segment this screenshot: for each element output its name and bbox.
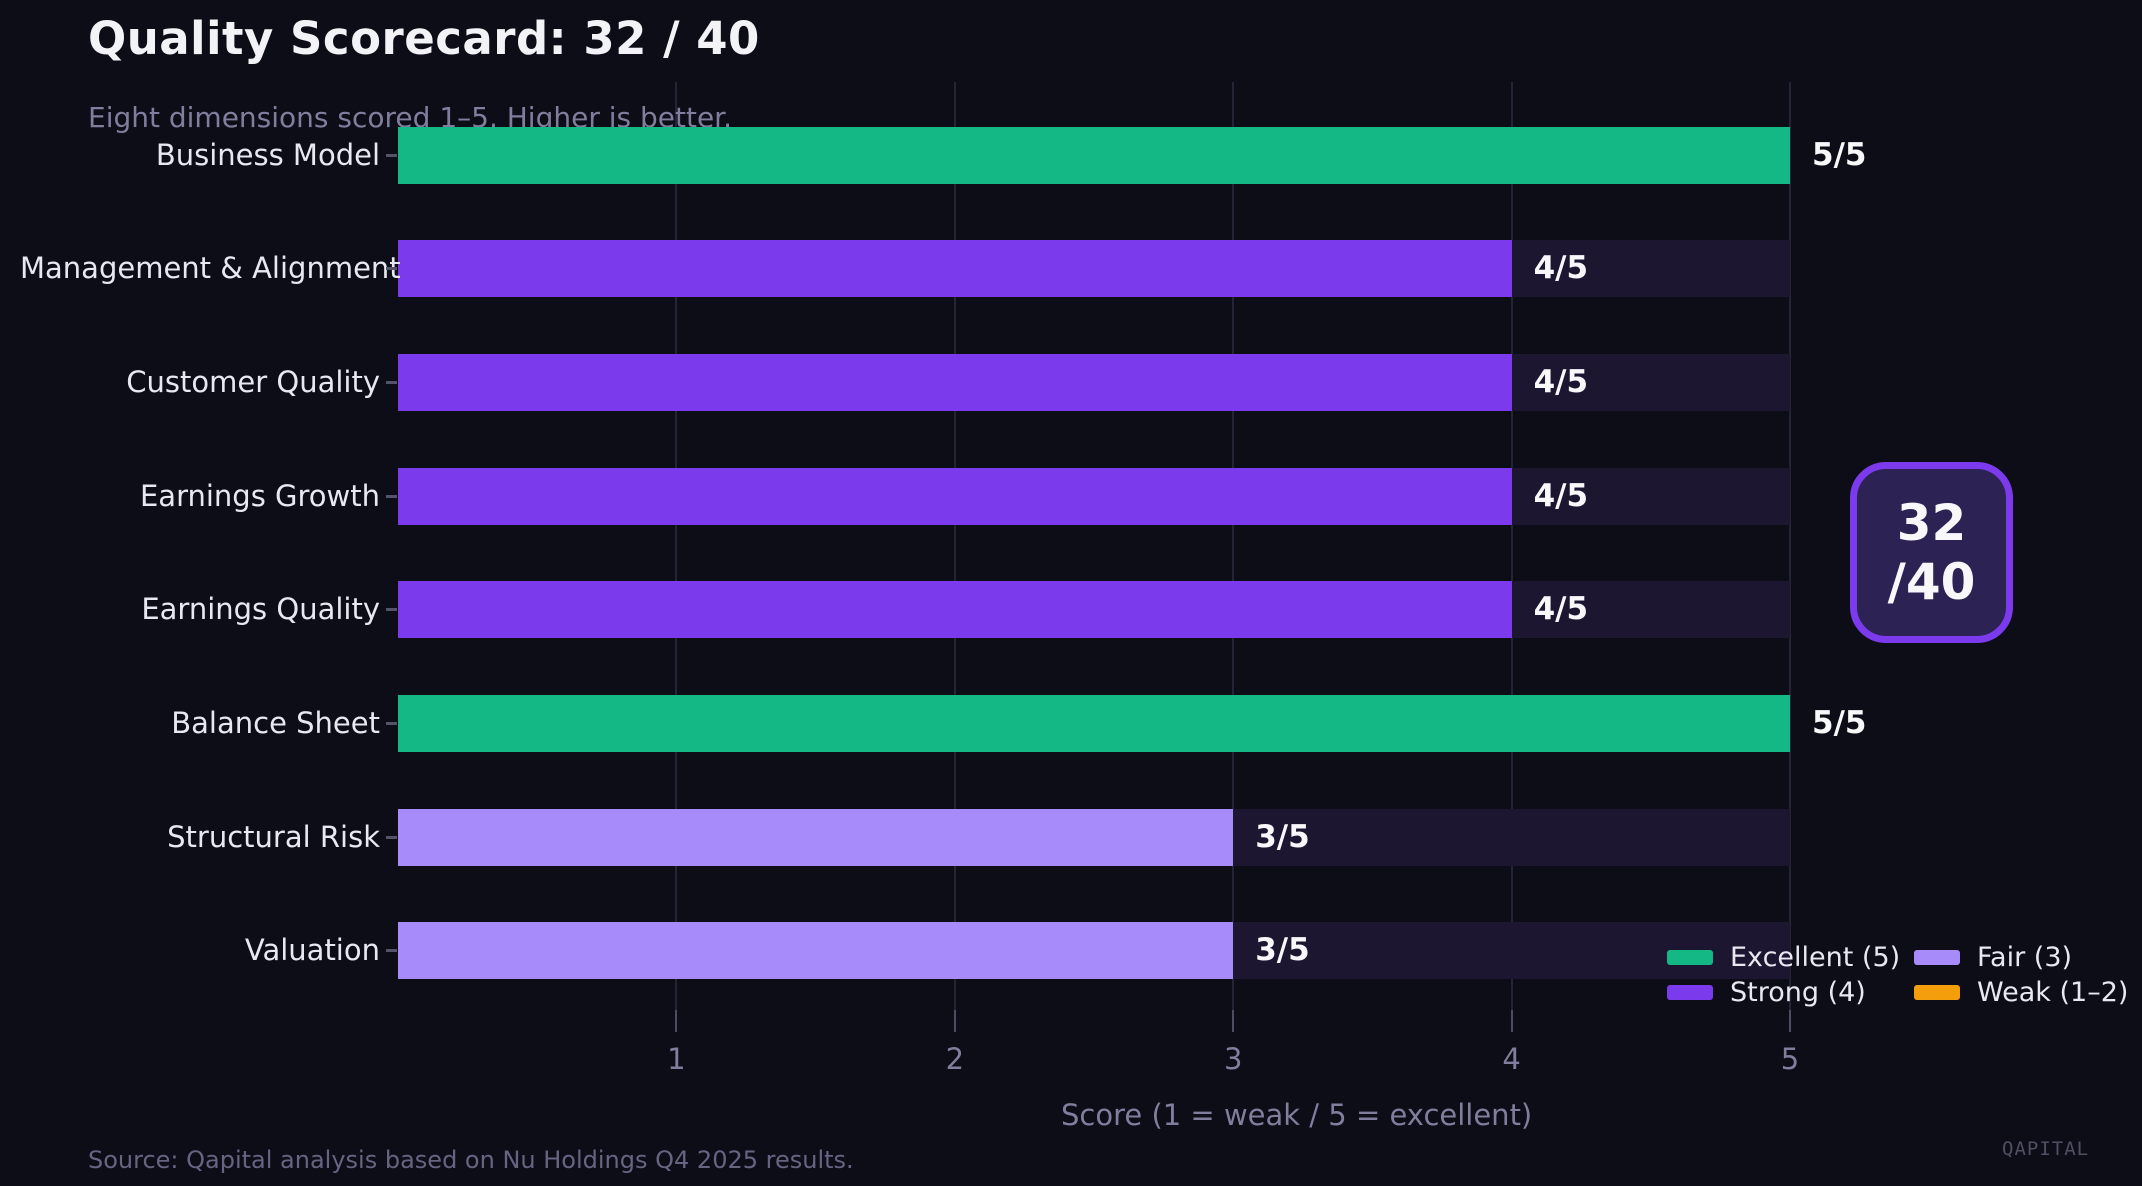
gridline-5 [1789, 82, 1791, 1010]
gridline-4 [1510, 82, 1513, 1010]
badge-score: 32 [1896, 493, 1967, 552]
bar-value-label: 4/5 [1533, 250, 1589, 287]
bar-value-label: 5/5 [1812, 705, 1867, 742]
badge-total: /40 [1887, 552, 1976, 611]
y-tick-mark [386, 267, 397, 271]
score-badge: 32 /40 [1850, 462, 2013, 643]
bar-value-label: 4/5 [1533, 364, 1589, 401]
legend-label: Weak (1–2) [1977, 976, 2129, 1008]
y-tick-mark [386, 381, 397, 385]
category-label: Balance Sheet [171, 706, 380, 741]
y-tick-mark [386, 153, 397, 157]
x-tick-mark-2 [953, 1010, 956, 1032]
x-tick-label-1: 1 [667, 1042, 686, 1076]
legend-label: Strong (4) [1730, 976, 1866, 1008]
source-note: Source: Qapital analysis based on Nu Hol… [88, 1146, 854, 1174]
x-tick-mark-4 [1510, 1010, 1513, 1032]
x-tick-label-3: 3 [1223, 1042, 1243, 1076]
score-bar [398, 240, 1512, 298]
legend-swatch [1667, 949, 1713, 965]
x-tick-label-5: 5 [1780, 1042, 1800, 1076]
category-label: Management & Alignment [20, 251, 401, 286]
x-tick-mark-1 [675, 1010, 678, 1032]
chart-title: Quality Scorecard: 32 / 40 [88, 12, 760, 65]
legend-swatch [1667, 984, 1713, 1000]
gridline-1 [675, 82, 678, 1010]
bar-value-label: 4/5 [1533, 477, 1589, 514]
legend-swatch [1914, 949, 1960, 965]
y-tick-mark [386, 494, 397, 498]
bar-value-label: 5/5 [1812, 136, 1867, 173]
bar-value-label: 4/5 [1533, 591, 1589, 628]
legend-label: Excellent (5) [1730, 941, 1901, 973]
x-tick-label-4: 4 [1502, 1042, 1521, 1076]
y-tick-mark [386, 608, 397, 612]
category-label: Earnings Quality [141, 592, 380, 627]
category-label: Valuation [244, 933, 380, 968]
gridline-3 [1232, 82, 1235, 1010]
bar-value-label: 3/5 [1255, 818, 1310, 855]
y-tick-mark [386, 722, 397, 726]
legend-item: Fair (3) [1914, 941, 2072, 973]
legend-label: Fair (3) [1977, 941, 2073, 973]
category-label: Earnings Growth [139, 478, 380, 513]
category-label: Business Model [155, 137, 380, 172]
x-axis-title: Score (1 = weak / 5 = excellent) [1061, 1098, 1533, 1132]
category-label: Customer Quality [126, 365, 380, 400]
score-bar [398, 467, 1512, 525]
x-tick-mark-3 [1232, 1010, 1235, 1032]
watermark-logo: QAPITAL [2002, 1138, 2090, 1160]
legend-swatch [1914, 984, 1960, 1000]
legend-item: Strong (4) [1667, 976, 1866, 1008]
score-bar [398, 695, 1790, 753]
x-tick-mark-5 [1789, 1010, 1791, 1032]
score-bar [398, 808, 1234, 866]
score-bar [398, 581, 1512, 639]
legend-item: Excellent (5) [1667, 941, 1900, 973]
score-bar [398, 126, 1790, 184]
bar-value-label: 3/5 [1255, 932, 1310, 969]
score-bar [398, 922, 1234, 980]
legend-item: Weak (1–2) [1914, 976, 2128, 1008]
score-bar [398, 354, 1512, 412]
gridline-2 [953, 82, 956, 1010]
y-tick-mark [386, 835, 397, 839]
x-tick-label-2: 2 [945, 1042, 965, 1076]
y-tick-mark [386, 949, 397, 953]
category-label: Structural Risk [167, 819, 380, 854]
